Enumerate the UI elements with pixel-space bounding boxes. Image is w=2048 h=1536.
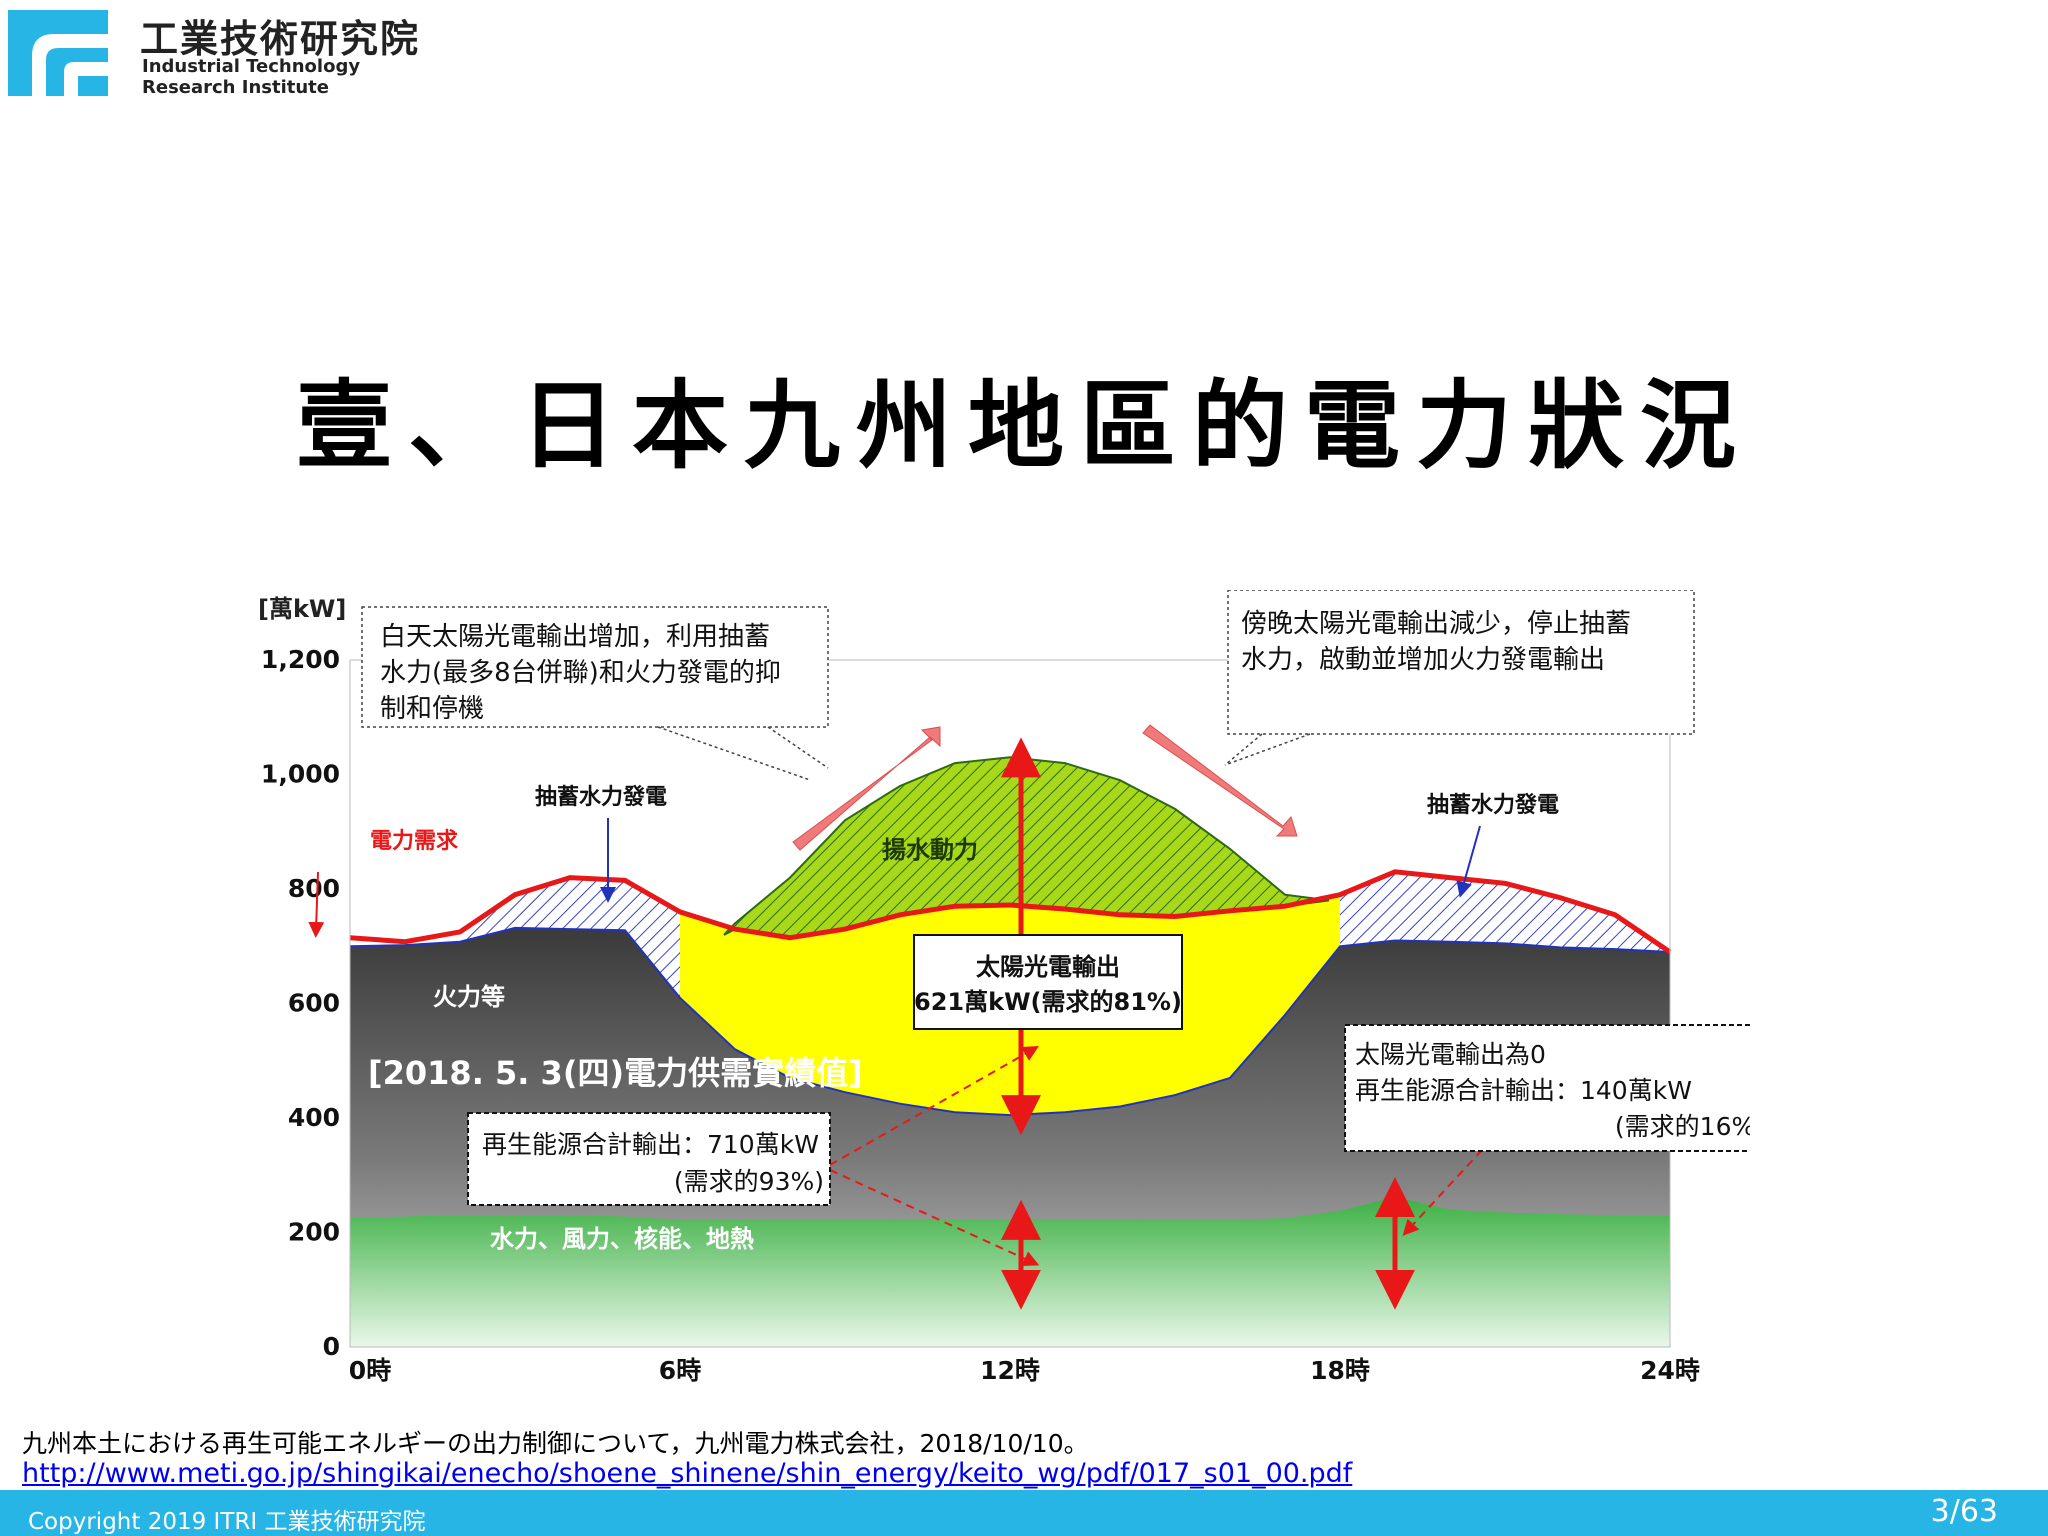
itri-logo-icon [8,10,108,96]
demand-label: 電力需求 [370,829,458,854]
pumping-label: 揚水動力 [882,836,978,864]
callout-day-line2: 水力(最多8台併聯)和火力發電的抑 [380,658,781,688]
y-tick-label: 200 [288,1218,340,1247]
x-tick-label: 24時 [1640,1356,1700,1385]
pumped-hydro-area-morning [460,877,680,998]
dashed-pointer-solar [829,1046,1039,1166]
renew-noon-line2: (需求的93%) [674,1167,824,1196]
x-tick-label: 12時 [980,1356,1040,1385]
page-number: 3/63 [1930,1494,1998,1529]
date-label: [2018. 5. 3(四)電力供需實績值] [368,1054,863,1092]
x-tick-label: 6時 [659,1356,701,1385]
solar-box-title: 太陽光電輸出 [976,953,1120,981]
y-axis-unit: [萬kW] [258,595,346,623]
renewable-evening-box: 太陽光電輸出為0 再生能源合計輸出：140萬kW (需求的16%) [1344,1024,1750,1152]
slide-title: 壹、日本九州地區的電力狀況 [296,369,1752,482]
callout-evening: 傍晚太陽光電輸出減少，停止抽蓄 水力，啟動並增加火力發電輸出 [1224,590,1695,766]
power-supply-chart: 0 200 400 600 800 1,000 1,200 0時 6時 12時 18時 24時 [萬… [258,590,1750,1385]
citation-text: 九州本土における再生可能エネルギーの出力制御について，九州電力株式会社，2018… [22,1429,1089,1458]
renew-evening-line2: 再生能源合計輸出：140萬kW [1355,1076,1692,1105]
dashed-pointer-evening [1402,1149,1483,1236]
plot-frame [349,659,1671,1348]
org-name-en-line2: Research Institute [142,77,329,98]
dashed-pointer-base [829,1169,1040,1266]
rising-trend-arrow [792,726,941,851]
solar-output-box: 太陽光電輸出 621萬kW(需求的81%) [913,934,1183,1030]
baseload-label: 水力、風力、核能、地熱 [490,1225,754,1253]
footer-bar [0,1490,2048,1536]
pumped-hydro-label-evening: 抽蓄水力發電 [1427,793,1559,818]
org-name-zh: 工業技術研究院 [140,17,421,61]
y-tick-label: 1,200 [261,645,340,674]
callout-day: 白天太陽光電輸出增加，利用抽蓄 水力(最多8台併聯)和火力發電的抑 制和停機 [361,606,829,781]
solar-box-value: 621萬kW(需求的81%) [914,988,1182,1016]
renew-evening-line1: 太陽光電輸出為0 [1355,1040,1546,1069]
demand-arrow [308,871,325,938]
renew-noon-line1: 再生能源合計輸出：710萬kW [482,1130,819,1159]
callout-day-line3: 制和停機 [380,694,484,724]
thermal-label: 火力等 [433,983,505,1011]
copyright-text: Copyright 2019 ITRI 工業技術研究院 [28,1509,426,1535]
citation-link[interactable]: http://www.meti.go.jp/shingikai/enecho/s… [22,1458,1353,1489]
callout-evening-line2: 水力，啟動並增加火力發電輸出 [1241,645,1605,675]
pumped-hydro-arrow-evening [1456,825,1481,898]
pumped-hydro-label-morning: 抽蓄水力發電 [535,785,667,810]
falling-trend-arrow [1142,724,1298,837]
pumped-hydro-area-evening [1340,871,1670,952]
x-tick-label: 18時 [1310,1356,1370,1385]
renew-evening-line3: (需求的16%) [1615,1112,1750,1141]
x-tick-label: 0時 [349,1356,391,1385]
y-tick-label: 0 [323,1332,340,1361]
y-tick-label: 600 [288,989,340,1018]
y-tick-label: 800 [288,874,340,903]
renewable-noon-box: 再生能源合計輸出：710萬kW (需求的93%) [467,1112,831,1206]
org-name-en-line1: Industrial Technology [142,56,361,77]
y-tick-label: 400 [288,1103,340,1132]
callout-evening-line1: 傍晚太陽光電輸出減少，停止抽蓄 [1241,609,1631,639]
callout-day-line1: 白天太陽光電輸出增加，利用抽蓄 [380,622,770,652]
y-tick-label: 1,000 [261,760,340,789]
